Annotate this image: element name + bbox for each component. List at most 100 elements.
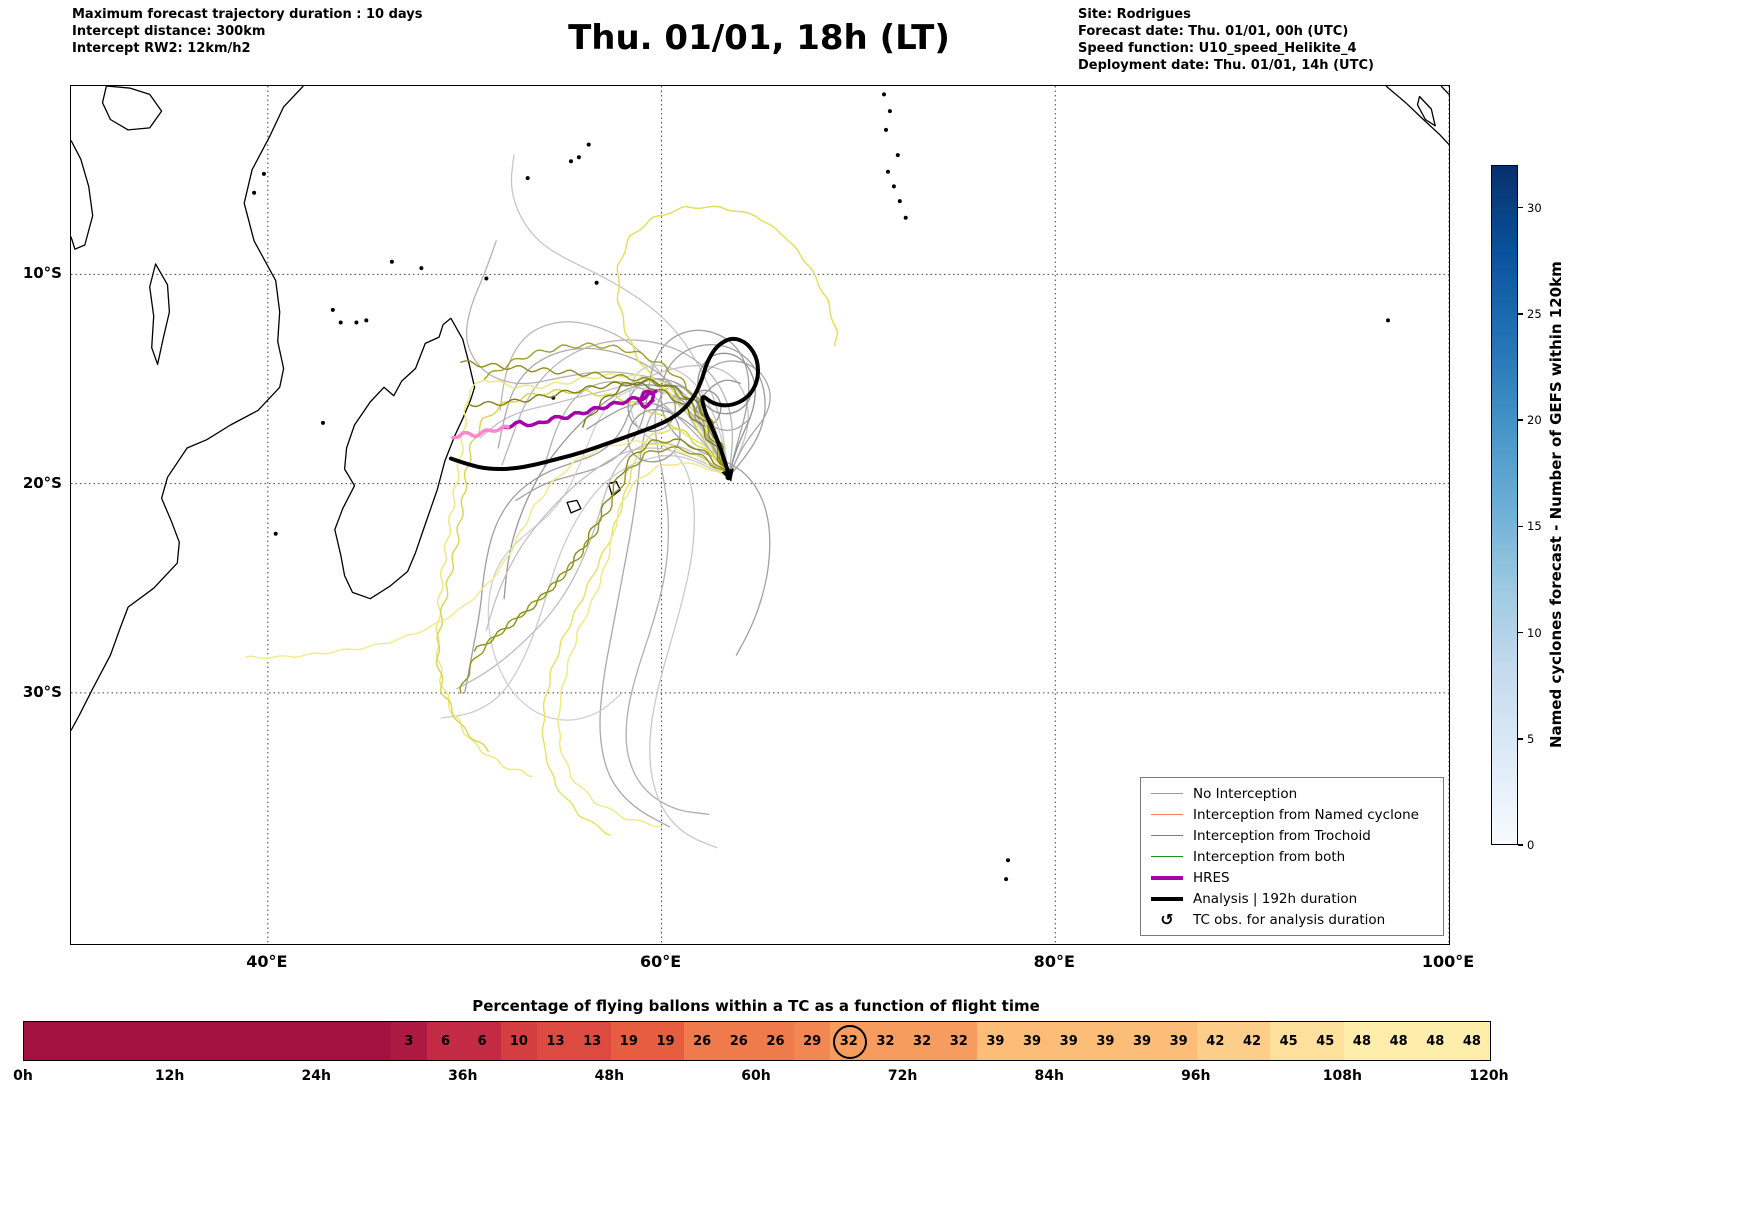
max-duration-text: Maximum forecast trajectory duration : 1… xyxy=(72,7,423,22)
timeline-cell: 48 xyxy=(1416,1022,1454,1060)
timeline-tick-label: 24h xyxy=(301,1068,331,1084)
timeline-cell: 45 xyxy=(1306,1022,1344,1060)
island-dot xyxy=(887,109,892,114)
legend-label: TC obs. for analysis duration xyxy=(1193,911,1386,928)
legend-label: HRES xyxy=(1193,869,1230,886)
legend-row: Analysis | 192h duration xyxy=(1151,888,1433,909)
trajectory-no-interception-19 xyxy=(628,364,730,849)
timeline-cell: 42 xyxy=(1233,1022,1271,1060)
coastline-africa-east-coast xyxy=(71,86,304,731)
island-dot xyxy=(576,155,581,160)
timeline-cell: 39 xyxy=(977,1022,1014,1060)
timeline-tick-label: 36h xyxy=(448,1068,478,1084)
timeline-cell xyxy=(317,1022,354,1060)
colorbar-tick-label: 10 xyxy=(1527,625,1542,640)
timeline-cell: 26 xyxy=(720,1022,758,1060)
legend-line-sample xyxy=(1151,835,1183,836)
legend-line xyxy=(1151,835,1183,836)
legend-row: Interception from both xyxy=(1151,846,1433,867)
legend-row: Interception from Named cyclone xyxy=(1151,804,1433,825)
legend-label: Analysis | 192h duration xyxy=(1193,890,1358,907)
trajectory-trochoid-yellow-3 xyxy=(435,389,730,753)
trajectory-no-interception-21 xyxy=(697,352,756,478)
colorbar-label: Named cyclones forecast - Number of GEFS… xyxy=(1547,261,1565,749)
timeline-tick-label: 0h xyxy=(13,1068,33,1084)
trajectory-no-interception-02 xyxy=(464,391,730,694)
timeline-cell: 13 xyxy=(573,1022,611,1060)
island-dot xyxy=(273,531,278,536)
colorbar-tick xyxy=(1518,313,1523,315)
legend-row: HRES xyxy=(1151,867,1433,888)
coastline-sumatra xyxy=(1385,86,1449,146)
timeline-cell: 26 xyxy=(683,1022,721,1060)
legend-line-sample xyxy=(1151,875,1183,880)
timeline-cell: 13 xyxy=(537,1022,574,1060)
timeline-cell: 29 xyxy=(793,1022,831,1060)
island-dot xyxy=(891,184,896,189)
legend-line xyxy=(1151,856,1183,857)
timeline-cell xyxy=(207,1022,244,1060)
trajectory-trochoid-olive-2 xyxy=(468,381,730,478)
timeline-tick-label: 120h xyxy=(1469,1068,1509,1084)
deployment-point xyxy=(725,474,732,481)
trajectory-no-interception-20 xyxy=(660,344,771,656)
legend-line xyxy=(1151,814,1183,815)
timeline-tick-label: 48h xyxy=(594,1068,625,1084)
timeline-cell: 32 xyxy=(940,1022,978,1060)
island-dot xyxy=(1386,318,1390,323)
timeline-bar: 3 6 6 10 13 13 19 19 26 26 26 29 32 32 32 32 39 39 39 39 39 3… xyxy=(23,1021,1491,1061)
colorbar-tick-label: 5 xyxy=(1527,731,1535,746)
intercept-rw2-text: Intercept RW2: 12km/h2 xyxy=(72,41,251,56)
trajectory-trochoid-yellow-5 xyxy=(541,427,730,836)
y-tick-label: 30°S xyxy=(22,682,62,701)
x-tick-label: 80°E xyxy=(1033,952,1075,971)
legend-label: Interception from Named cyclone xyxy=(1193,806,1419,823)
timeline-cell: 3 xyxy=(390,1022,428,1060)
island-dot xyxy=(569,159,573,164)
timeline-tick-label: 12h xyxy=(154,1068,185,1084)
trajectory-trochoid-yellow-6 xyxy=(557,462,730,828)
island-dot xyxy=(895,153,900,158)
colorbar-tick xyxy=(1518,419,1523,421)
trajectory-no-interception-13 xyxy=(456,442,730,690)
timeline-cell: 48 xyxy=(1380,1022,1417,1060)
trajectory-trochoid-olive-1 xyxy=(460,360,730,478)
timeline-cell: 45 xyxy=(1270,1022,1307,1060)
trajectory-no-interception-01 xyxy=(465,240,730,478)
x-tick-label: 40°E xyxy=(246,952,288,971)
tc-obs-icon: ↺ xyxy=(1151,911,1183,928)
timeline-cell: 42 xyxy=(1197,1022,1234,1060)
colorbar-tick-label: 25 xyxy=(1527,306,1542,321)
coastline-reunion xyxy=(566,499,582,514)
island-dot xyxy=(525,176,530,181)
colorbar-tick-label: 20 xyxy=(1527,413,1542,427)
timeline-cell: 32 xyxy=(903,1022,941,1060)
trajectory-hres xyxy=(502,389,658,430)
timeline-cell xyxy=(133,1022,171,1060)
island-dot xyxy=(354,320,359,325)
timeline-cell xyxy=(243,1022,281,1060)
legend-label: No Interception xyxy=(1193,785,1298,802)
timeline-cell: 39 xyxy=(1123,1022,1161,1060)
circled-value-marker xyxy=(832,1025,867,1059)
timeline-cell: 39 xyxy=(1013,1022,1051,1060)
island-dot xyxy=(1006,858,1010,863)
timeline-title: Percentage of flying ballons within a TC… xyxy=(472,997,1040,1015)
timeline-cell: 48 xyxy=(1453,1022,1491,1060)
page-title: Thu. 01/01, 18h (LT) xyxy=(568,18,950,58)
trajectory-no-interception-14 xyxy=(487,387,730,721)
coastline-sumatra-sliver xyxy=(1440,86,1449,95)
legend-row: ↺ TC obs. for analysis duration xyxy=(1151,909,1433,930)
y-tick-label: 10°S xyxy=(22,264,62,283)
colorbar-tick-label: 30 xyxy=(1527,200,1542,215)
timeline-cell: 32 xyxy=(867,1022,904,1060)
colorbar-tick-label: 15 xyxy=(1527,519,1542,534)
x-tick-label: 100°E xyxy=(1421,952,1475,971)
island-dot xyxy=(321,420,325,425)
legend-label: Interception from Trochoid xyxy=(1193,827,1371,844)
map-panel xyxy=(70,85,1450,945)
legend-line-sample xyxy=(1151,896,1183,901)
timeline-tick-label: 84h xyxy=(1034,1068,1064,1084)
island-dot xyxy=(338,320,343,325)
coastline-lake-tanganyika xyxy=(71,140,94,250)
